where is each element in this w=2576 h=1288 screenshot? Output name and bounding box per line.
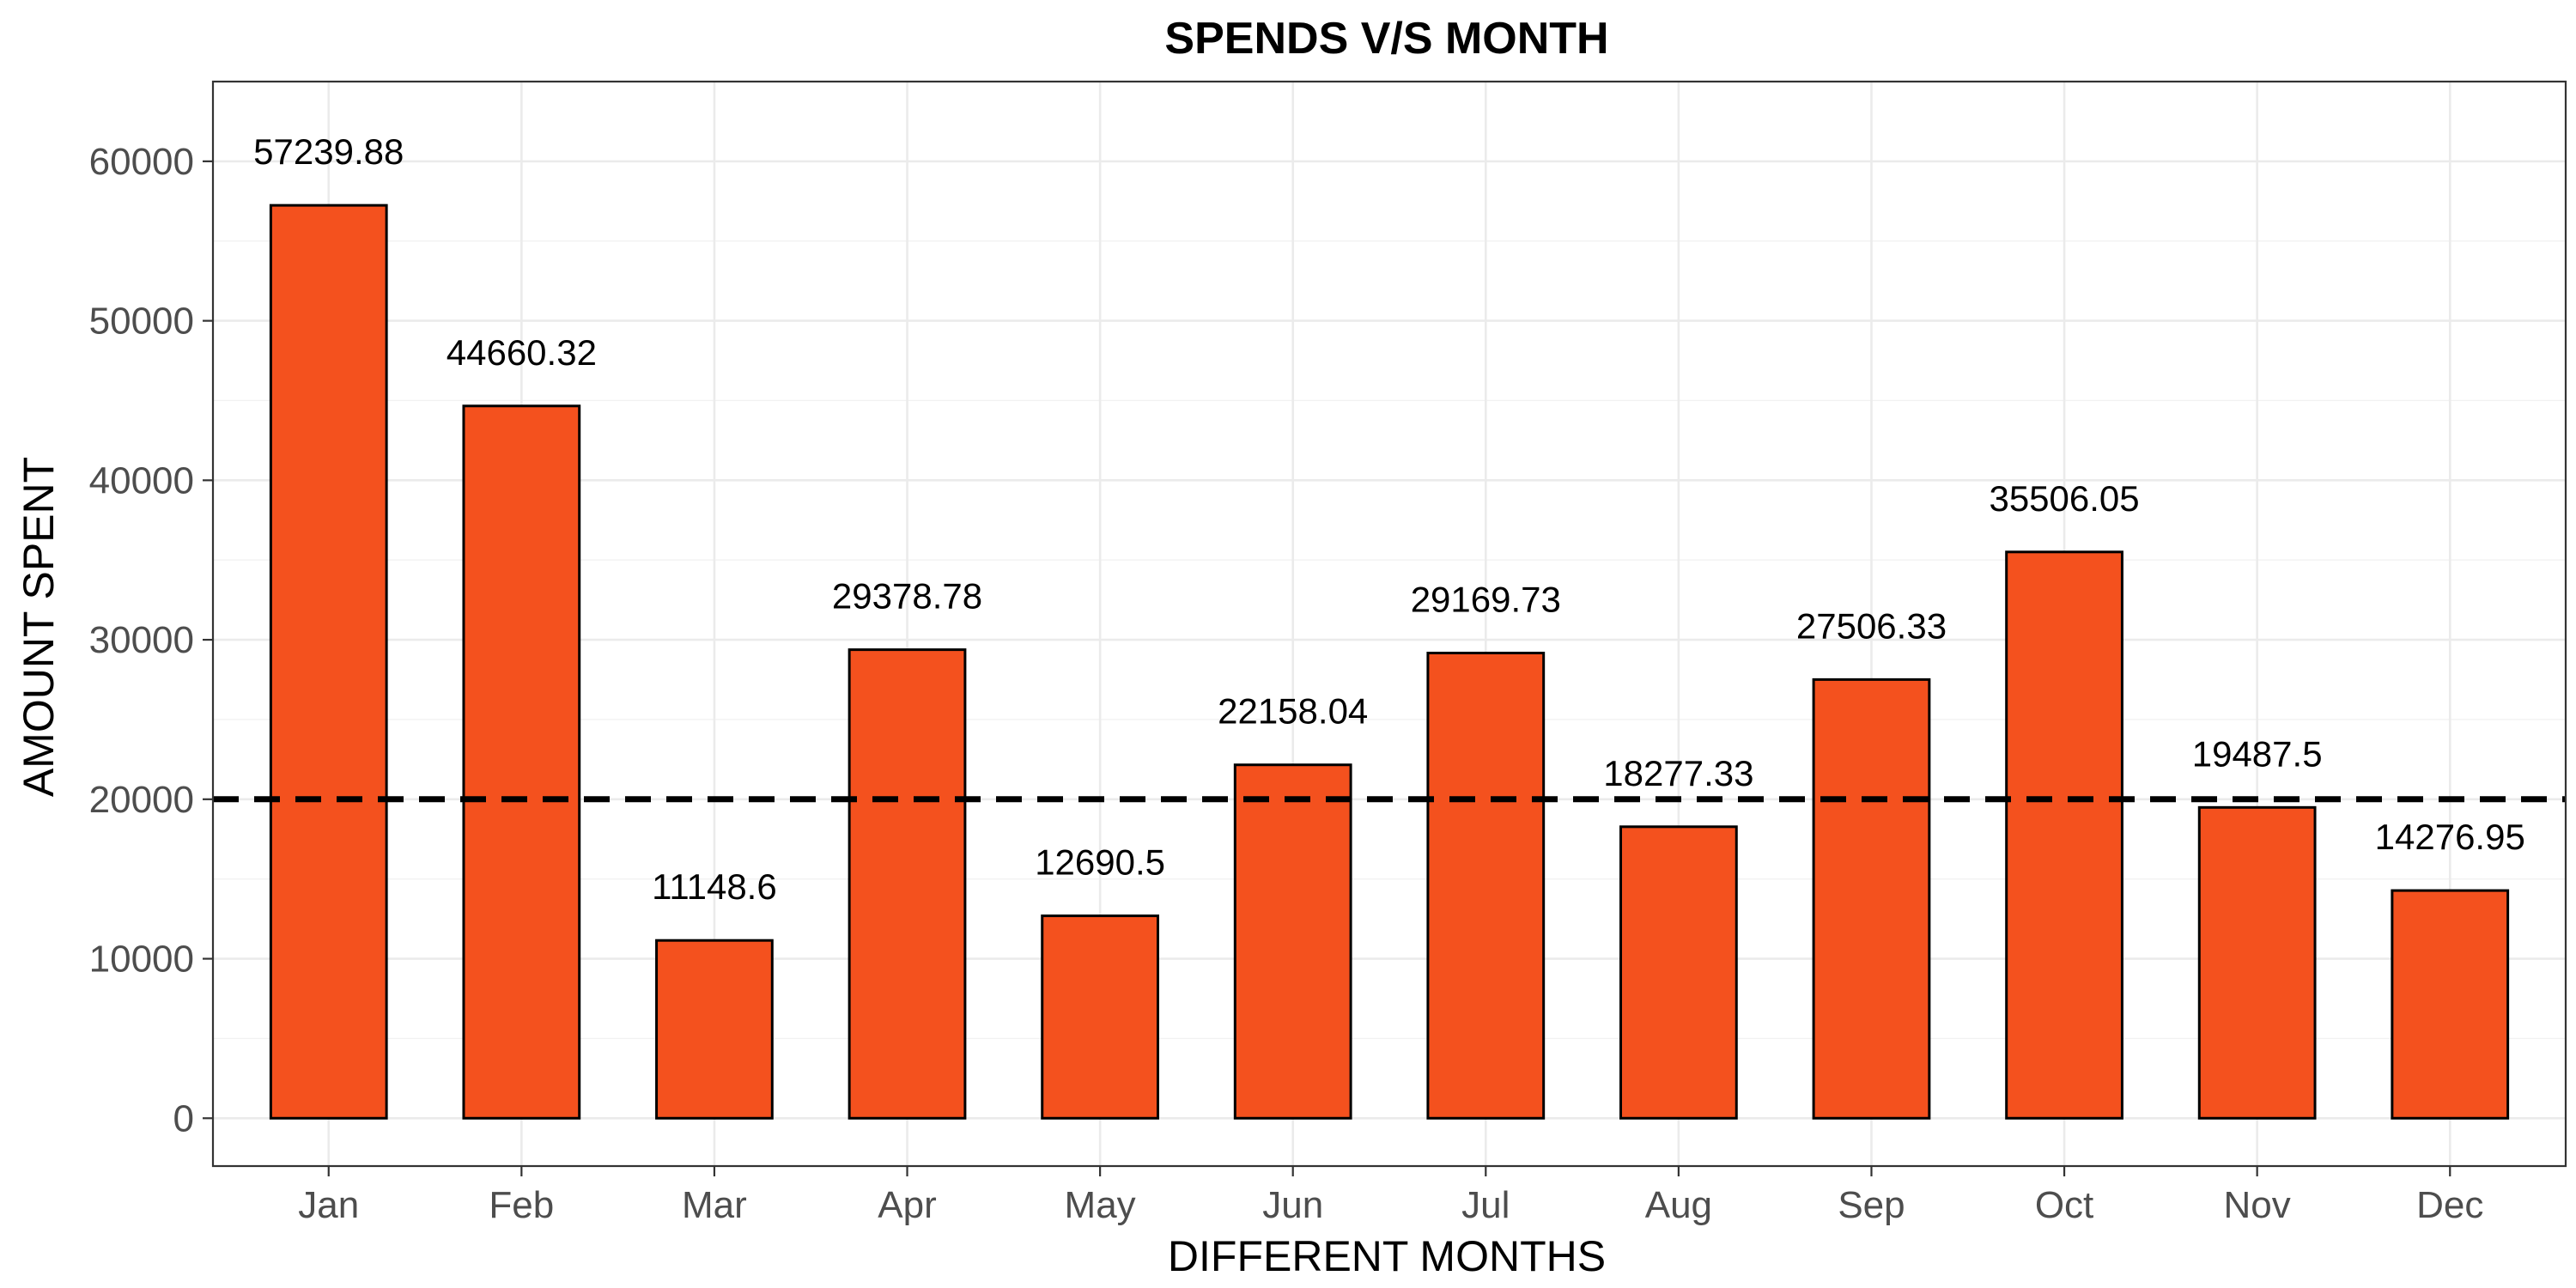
data-label-mar: 11148.6 xyxy=(652,866,777,907)
data-labels-layer: 57239.88 44660.32 11148.6 29378.78 12690.5 22… xyxy=(253,131,2525,907)
y-axis-title: AMOUNT SPENT xyxy=(15,457,63,797)
y-tick-label: 60000 xyxy=(89,141,194,183)
data-label-oct: 35506.05 xyxy=(1989,478,2139,519)
y-tick-label: 10000 xyxy=(89,939,194,981)
data-label-dec: 14276.95 xyxy=(2375,817,2525,857)
x-tick-label-aug: Aug xyxy=(1645,1184,1712,1226)
bar-feb xyxy=(462,404,581,1120)
data-label-jan: 57239.88 xyxy=(253,131,404,172)
data-label-may: 12690.5 xyxy=(1035,842,1165,883)
x-tick-label-dec: Dec xyxy=(2416,1184,2483,1226)
x-tick-label-jan: Jan xyxy=(298,1184,359,1226)
bar-apr xyxy=(848,648,967,1120)
bar-jun xyxy=(1233,763,1352,1120)
x-axis-title: DIFFERENT MONTHS xyxy=(1168,1232,1606,1280)
bar-may xyxy=(1041,914,1159,1120)
data-label-aug: 18277.33 xyxy=(1603,753,1753,793)
bars-layer xyxy=(269,204,2510,1120)
x-tick-label-nov: Nov xyxy=(2224,1184,2291,1226)
data-label-feb: 44660.32 xyxy=(447,332,597,373)
bar-mar xyxy=(655,939,774,1120)
x-tick-label-mar: Mar xyxy=(682,1184,747,1226)
bar-oct xyxy=(2005,550,2123,1120)
bar-sep xyxy=(1812,677,1931,1120)
x-tick-label-oct: Oct xyxy=(2035,1184,2093,1226)
data-label-sep: 27506.33 xyxy=(1796,605,1947,646)
bar-jul xyxy=(1426,651,1546,1120)
x-tick-label-may: May xyxy=(1065,1184,1136,1226)
x-tick-label-jun: Jun xyxy=(1262,1184,1323,1226)
chart-title: SPENDS V/S MONTH xyxy=(1164,14,1608,64)
bar-dec xyxy=(2391,889,2510,1120)
x-tick-label-jul: Jul xyxy=(1461,1184,1510,1226)
data-label-apr: 29378.78 xyxy=(832,576,982,617)
y-tick-label: 0 xyxy=(173,1097,194,1139)
x-tick-label-feb: Feb xyxy=(489,1184,554,1226)
data-label-nov: 19487.5 xyxy=(2192,733,2323,774)
y-tick-label: 50000 xyxy=(89,301,194,343)
bar-nov xyxy=(2197,805,2317,1120)
x-tick-label-sep: Sep xyxy=(1838,1184,1905,1226)
axis-layer: 0 10000 20000 30000 40000 50000 60000 Jan Feb Mar… xyxy=(89,141,2484,1226)
y-tick-label: 40000 xyxy=(89,459,194,501)
data-label-jun: 22158.04 xyxy=(1218,691,1368,732)
bar-aug xyxy=(1619,825,1738,1120)
bar-jan xyxy=(269,204,388,1120)
data-label-jul: 29169.73 xyxy=(1411,579,1561,619)
y-tick-label: 30000 xyxy=(89,619,194,661)
y-tick-label: 20000 xyxy=(89,779,194,821)
x-tick-label-apr: Apr xyxy=(878,1184,936,1226)
panel-border xyxy=(211,80,2567,1168)
